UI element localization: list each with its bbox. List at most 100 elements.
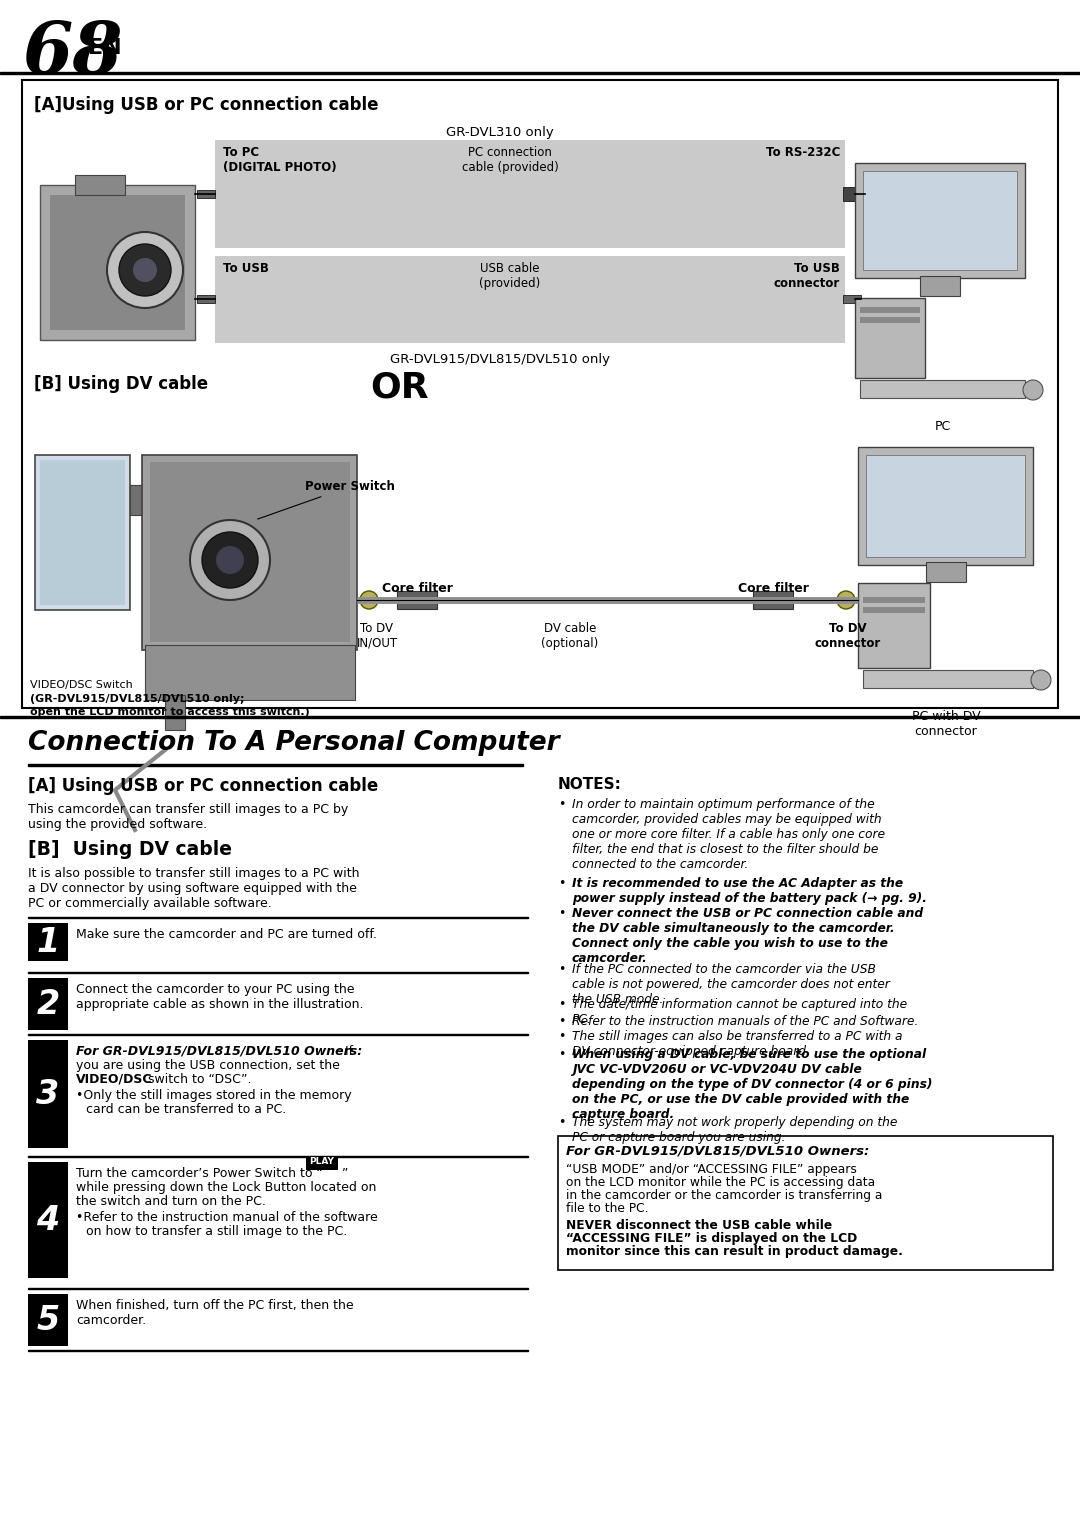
Bar [28,1162,68,1279]
Bar [558,1136,1053,1269]
Text: Core filter: Core filter [381,583,453,595]
Text: VIDEO/DSC Switch: VIDEO/DSC Switch [30,681,133,690]
Text: PC: PC [935,420,951,432]
Text: PC with DV
connector: PC with DV connector [912,710,981,737]
Bar [306,1157,338,1170]
Text: file to the PC.: file to the PC. [566,1202,648,1216]
Bar [197,294,215,304]
Text: while pressing down the Lock Button located on: while pressing down the Lock Button loca… [76,1180,376,1194]
Text: “ACCESSING FILE” is displayed on the LCD: “ACCESSING FILE” is displayed on the LCD [566,1233,858,1245]
Text: •: • [558,1030,565,1042]
Bar [28,923,68,961]
Circle shape [1031,670,1051,690]
Text: Connection To A Personal Computer: Connection To A Personal Computer [28,730,559,756]
Circle shape [202,532,258,589]
Text: •: • [558,1015,565,1029]
Bar [40,460,125,606]
Text: This camcorder can transfer still images to a PC by
using the provided software.: This camcorder can transfer still images… [28,803,348,831]
Text: on the LCD monitor while the PC is accessing data: on the LCD monitor while the PC is acces… [566,1176,875,1190]
Bar [843,187,865,201]
Circle shape [107,231,183,308]
Text: [A]Using USB or PC connection cable: [A]Using USB or PC connection cable [33,97,378,113]
Bar [141,455,357,650]
Bar [863,670,1032,688]
Bar [843,294,861,304]
Text: GR-DVL915/DVL815/DVL510 only: GR-DVL915/DVL815/DVL510 only [390,353,610,366]
Bar [860,307,920,313]
Text: NOTES:: NOTES: [558,777,622,793]
Bar [855,162,1025,277]
Text: •: • [558,1116,565,1128]
Text: monitor since this can result in product damage.: monitor since this can result in product… [566,1245,903,1259]
Bar [150,461,350,642]
Text: EN: EN [87,38,122,58]
Text: •: • [558,1049,565,1061]
Text: PC connection
cable (provided): PC connection cable (provided) [461,146,558,175]
Text: (GR-DVL915/DVL815/DVL510 only;: (GR-DVL915/DVL815/DVL510 only; [30,694,244,704]
Text: When using a DV cable, be sure to use the optional
JVC VC-VDV206U or VC-VDV204U : When using a DV cable, be sure to use th… [572,1049,932,1121]
Bar [926,563,966,583]
Text: •: • [558,963,565,977]
Text: The still images can also be transferred to a PC with a
DV connector-equipped ca: The still images can also be transferred… [572,1030,903,1058]
Circle shape [190,520,270,599]
Text: card can be transferred to a PC.: card can be transferred to a PC. [86,1104,286,1116]
Text: 68: 68 [22,18,122,89]
Text: In order to maintain optimum performance of the
camcorder, provided cables may b: In order to maintain optimum performance… [572,799,885,871]
Text: •: • [558,908,565,920]
Text: The system may not work properly depending on the
PC or capture board you are us: The system may not work properly dependi… [572,1116,897,1144]
Bar [397,592,437,609]
Text: Turn the camcorder’s Power Switch to “: Turn the camcorder’s Power Switch to “ [76,1167,327,1180]
Text: It is recommended to use the AC Adapter as the
power supply instead of the batte: It is recommended to use the AC Adapter … [572,877,927,904]
Text: Make sure the camcorder and PC are turned off.: Make sure the camcorder and PC are turne… [76,927,377,941]
Circle shape [837,592,855,609]
Bar [197,190,215,198]
Text: in the camcorder or the camcorder is transferring a: in the camcorder or the camcorder is tra… [566,1190,882,1202]
Text: “USB MODE” and/or “ACCESSING FILE” appears: “USB MODE” and/or “ACCESSING FILE” appea… [566,1164,856,1176]
Text: To RS-232C: To RS-232C [766,146,840,159]
Bar [40,185,195,340]
Text: on how to transfer a still image to the PC.: on how to transfer a still image to the … [86,1225,348,1239]
Circle shape [360,592,378,609]
Circle shape [119,244,171,296]
Text: For GR-DVL915/DVL815/DVL510 Owners:: For GR-DVL915/DVL815/DVL510 Owners: [76,1046,362,1058]
Text: you are using the USB connection, set the: you are using the USB connection, set th… [76,1059,340,1072]
Text: [B] Using DV cable: [B] Using DV cable [33,376,208,392]
Text: Power Switch: Power Switch [258,480,395,520]
Bar [0,72,1080,74]
Text: •Refer to the instruction manual of the software: •Refer to the instruction manual of the … [76,1211,378,1223]
Circle shape [133,258,157,282]
Text: •Only the still images stored in the memory: •Only the still images stored in the mem… [76,1088,352,1102]
Bar [50,195,185,330]
Text: PLAY: PLAY [310,1157,335,1167]
Bar [28,978,68,1030]
Text: Connect the camcorder to your PC using the
appropriate cable as shown in the ill: Connect the camcorder to your PC using t… [76,983,364,1010]
Text: •: • [558,799,565,811]
Bar [863,607,924,613]
Text: To USB: To USB [222,262,269,274]
Text: 5: 5 [37,1303,59,1337]
Text: For GR-DVL915/DVL815/DVL510 Owners:: For GR-DVL915/DVL815/DVL510 Owners: [566,1144,869,1157]
Bar [920,276,960,296]
Bar [75,175,125,195]
Text: switch to “DSC”.: switch to “DSC”. [144,1073,252,1085]
Text: VIDEO/DSC: VIDEO/DSC [76,1073,152,1085]
Bar [22,80,1058,708]
Bar [866,455,1025,556]
Text: 2: 2 [37,987,59,1021]
Bar [863,172,1017,270]
Text: GR-DVL310 only: GR-DVL310 only [446,126,554,140]
Text: 1: 1 [37,926,59,958]
Text: To PC
(DIGITAL PHOTO): To PC (DIGITAL PHOTO) [222,146,337,175]
Text: Refer to the instruction manuals of the PC and Software.: Refer to the instruction manuals of the … [572,1015,918,1029]
Bar [858,448,1032,566]
Text: To DV
IN/OUT: To DV IN/OUT [356,622,397,650]
Bar [753,592,793,609]
Bar [145,645,355,701]
Text: 4: 4 [37,1203,59,1237]
Bar [863,596,924,602]
Text: OR: OR [370,369,430,405]
Text: If: If [341,1046,353,1058]
Text: To DV
connector: To DV connector [815,622,881,650]
Text: •: • [558,998,565,1010]
Text: Never connect the USB or PC connection cable and
the DV cable simultaneously to : Never connect the USB or PC connection c… [572,908,923,964]
